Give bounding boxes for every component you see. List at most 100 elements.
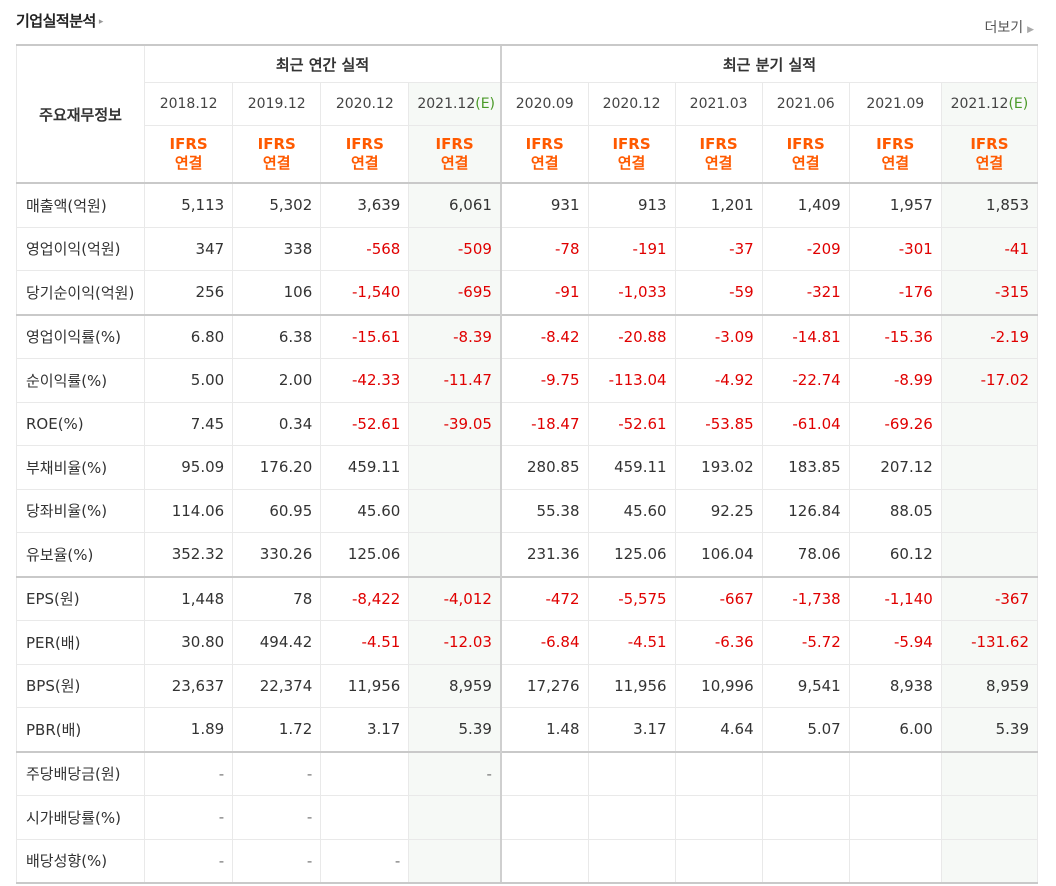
table-row: PBR(배) 1.89 1.72 3.17 5.39 1.48 3.17 4.64 5.07 6.… [15,707,1039,752]
ifrs-header: IFRS 연결 [499,125,589,184]
table-row: EPS(원) 1,448 78 -8,422 -4,012 -472 -5,575 -667-… [15,575,1039,621]
table-cell: -52.61 [320,401,410,446]
table-cell: -4.51 [320,620,410,665]
section-header: 기업실적분석 ▸ 더보기 ▶ [0,0,1056,44]
table-cell: -5,575 [587,575,676,621]
table-cell: -6.36 [674,620,763,665]
table-cell: 45.60 [587,488,676,533]
table-cell: -2.19 [940,313,1039,359]
table-row: 시가배당률(%) - - [15,795,1039,840]
table-cell [940,795,1039,840]
chevron-right-icon: ▶ [1027,25,1034,35]
table-cell: - [144,838,234,884]
corner-header: 주요재무정보 [15,44,146,184]
table-cell [320,795,410,840]
row-label: 매출액(억원) [15,182,146,228]
table-row: PER(배) 30.80 494.42 -4.51 -12.03 -6.84 -4.51 -6… [15,620,1039,665]
table-cell [940,750,1039,796]
ifrs-label: IFRS [876,135,915,153]
table-cell: 30.80 [144,620,234,665]
table-cell: -20.88 [587,313,676,359]
table-cell [499,750,589,796]
table-cell: -1,033 [587,270,676,315]
period-header: 2021.06 [761,82,850,126]
table-cell: -321 [761,270,850,315]
table-row: 배당성향(%) - - - [15,838,1039,884]
table-cell: -1,738 [761,575,850,621]
consolidated-label: 연결 [440,154,469,172]
table-cell: 1,853 [940,182,1039,228]
table-cell: - [320,838,410,884]
table-cell: -472 [499,575,589,621]
row-label: 주당배당금(원) [15,750,146,796]
table-cell: -18.47 [499,401,589,446]
row-label: BPS(원) [15,663,146,708]
table-cell: -8,422 [320,575,410,621]
table-row: 당기순이익(억원) 256 106 -1,540 -695 -91 -1,033 -59 -32… [15,270,1039,315]
ifrs-label: IFRS [970,135,1009,153]
table-cell: -42.33 [320,358,410,403]
table-cell: - [232,750,322,796]
ifrs-header: IFRS 연결 [940,125,1039,184]
table-cell: 6.00 [848,707,942,752]
table-cell: 1.72 [232,707,322,752]
ifrs-header: IFRS 연결 [761,125,850,184]
row-label: 순이익률(%) [15,358,146,403]
ifrs-label: IFRS [435,135,474,153]
table-cell: -17.02 [940,358,1039,403]
table-cell: - [144,750,234,796]
table-cell: 23,637 [144,663,234,708]
title-chevron-icon: ▸ [98,17,104,27]
table-cell: 183.85 [761,445,850,490]
ifrs-header: IFRS 연결 [320,125,410,184]
table-cell: -37 [674,226,763,271]
table-cell: 2.00 [232,358,322,403]
table-cell: 1,409 [761,182,850,228]
table-cell [408,795,502,840]
table-cell: -5.72 [761,620,850,665]
table-row: 부채비율(%) 95.09 176.20 459.11 280.85 459.11 193.… [15,445,1039,490]
consolidated-label: 연결 [351,154,379,172]
table-cell: 126.84 [761,488,850,533]
table-cell: 11,956 [320,663,410,708]
table-cell: -191 [587,226,676,271]
table-cell: 8,959 [408,663,502,708]
table-cell: 9,541 [761,663,850,708]
table-cell [320,750,410,796]
ifrs-header: IFRS 연결 [848,125,942,184]
period-header: 2021.12(E) [408,82,502,126]
table-cell: - [232,795,322,840]
ifrs-label: IFRS [169,135,208,153]
consolidated-label: 연결 [881,154,910,172]
table-cell [499,795,589,840]
row-label: ROE(%) [15,401,146,446]
table-cell: -8.39 [408,313,502,359]
table-cell [674,838,763,884]
table-cell: 5,113 [144,182,234,228]
table-cell [940,445,1039,490]
table-cell: -3.09 [674,313,763,359]
table-cell: - [232,838,322,884]
table-cell: -1,540 [320,270,410,315]
table-row: 유보율(%) 352.32 330.26 125.06 231.36 125.06 106.… [15,532,1039,577]
table-cell: 92.25 [674,488,763,533]
quarter-group-header: 최근 분기 실적 [499,44,1038,83]
period-header: 2018.12 [144,82,234,126]
table-cell: 60.95 [232,488,322,533]
ifrs-label: IFRS [612,135,651,153]
table-cell: - [144,795,234,840]
table-row: 당좌비율(%) 114.06 60.95 45.60 55.38 45.60 92.25 12… [15,488,1039,533]
consolidated-label: 연결 [174,154,203,172]
table-cell: -667 [674,575,763,621]
period-header: 2020.12 [320,82,410,126]
table-cell: 256 [144,270,234,315]
table-row: BPS(원) 23,637 22,374 11,956 8,959 17,276 11,95… [15,663,1039,708]
table-cell: 11,956 [587,663,676,708]
table-cell: 494.42 [232,620,322,665]
row-label: PBR(배) [15,707,146,752]
table-cell: 45.60 [320,488,410,533]
period-header: 2020.09 [499,82,589,126]
estimate-mark: (E) [475,96,496,112]
more-link[interactable]: 더보기 ▶ [984,20,1034,36]
ifrs-label: IFRS [699,135,738,153]
